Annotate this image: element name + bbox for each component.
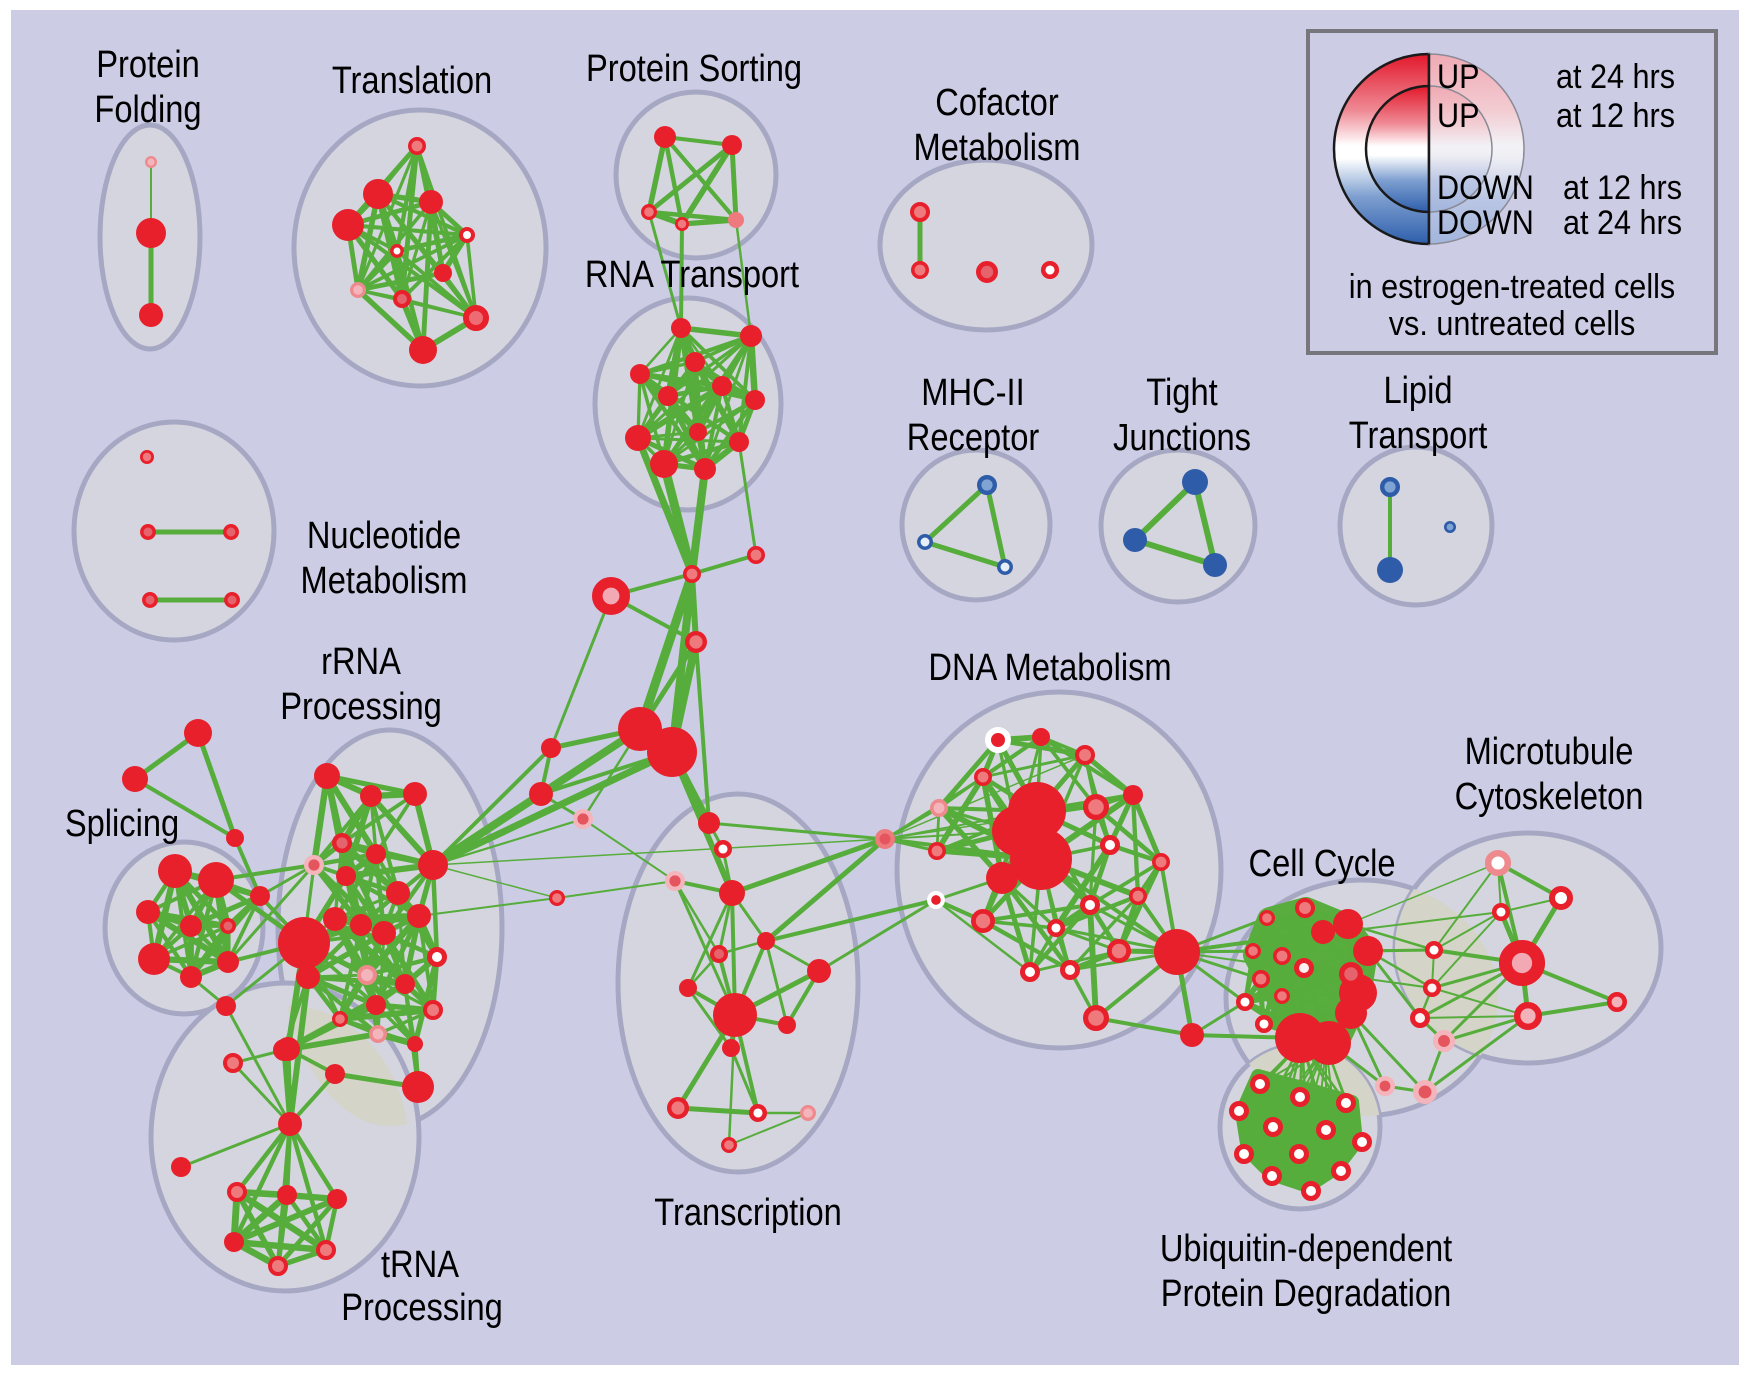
svg-text:at 24 hrs: at 24 hrs — [1556, 58, 1675, 96]
svg-text:tRNA: tRNA — [381, 1243, 459, 1286]
svg-text:Processing: Processing — [341, 1286, 503, 1329]
svg-text:RNA Transport: RNA Transport — [585, 253, 799, 296]
svg-text:Protein: Protein — [96, 43, 199, 86]
svg-text:UP: UP — [1437, 58, 1479, 96]
svg-text:Splicing: Splicing — [65, 802, 179, 845]
svg-text:Tight: Tight — [1146, 371, 1218, 414]
svg-text:DNA Metabolism: DNA Metabolism — [928, 646, 1171, 689]
svg-text:Folding: Folding — [94, 88, 201, 131]
svg-text:rRNA: rRNA — [321, 640, 401, 683]
svg-text:DOWN: DOWN — [1437, 169, 1534, 207]
svg-text:Translation: Translation — [332, 59, 492, 102]
svg-text:Processing: Processing — [280, 685, 442, 728]
svg-text:DOWN: DOWN — [1437, 204, 1534, 242]
svg-text:Metabolism: Metabolism — [300, 559, 467, 602]
svg-text:at 24 hrs: at 24 hrs — [1563, 204, 1682, 242]
svg-text:Junctions: Junctions — [1113, 416, 1251, 459]
svg-text:Transport: Transport — [1349, 414, 1488, 457]
svg-text:Metabolism: Metabolism — [913, 126, 1080, 169]
svg-text:vs. untreated cells: vs. untreated cells — [1389, 305, 1636, 343]
svg-text:Cell Cycle: Cell Cycle — [1248, 842, 1395, 885]
svg-text:at 12 hrs: at 12 hrs — [1563, 169, 1682, 207]
svg-text:UP: UP — [1437, 97, 1479, 135]
svg-text:Lipid: Lipid — [1383, 369, 1452, 412]
svg-text:Cofactor: Cofactor — [935, 81, 1059, 124]
svg-text:Protein Degradation: Protein Degradation — [1161, 1272, 1452, 1315]
svg-text:Microtubule: Microtubule — [1465, 730, 1634, 773]
svg-text:Cytoskeleton: Cytoskeleton — [1455, 775, 1644, 818]
svg-text:Protein Sorting: Protein Sorting — [586, 47, 802, 90]
svg-text:Ubiquitin-dependent: Ubiquitin-dependent — [1160, 1227, 1453, 1270]
svg-text:Transcription: Transcription — [654, 1191, 842, 1234]
svg-text:Receptor: Receptor — [907, 416, 1040, 459]
svg-text:at 12 hrs: at 12 hrs — [1556, 97, 1675, 135]
svg-text:MHC-II: MHC-II — [921, 371, 1024, 414]
svg-text:Nucleotide: Nucleotide — [307, 514, 461, 557]
svg-text:in estrogen-treated cells: in estrogen-treated cells — [1349, 268, 1675, 306]
